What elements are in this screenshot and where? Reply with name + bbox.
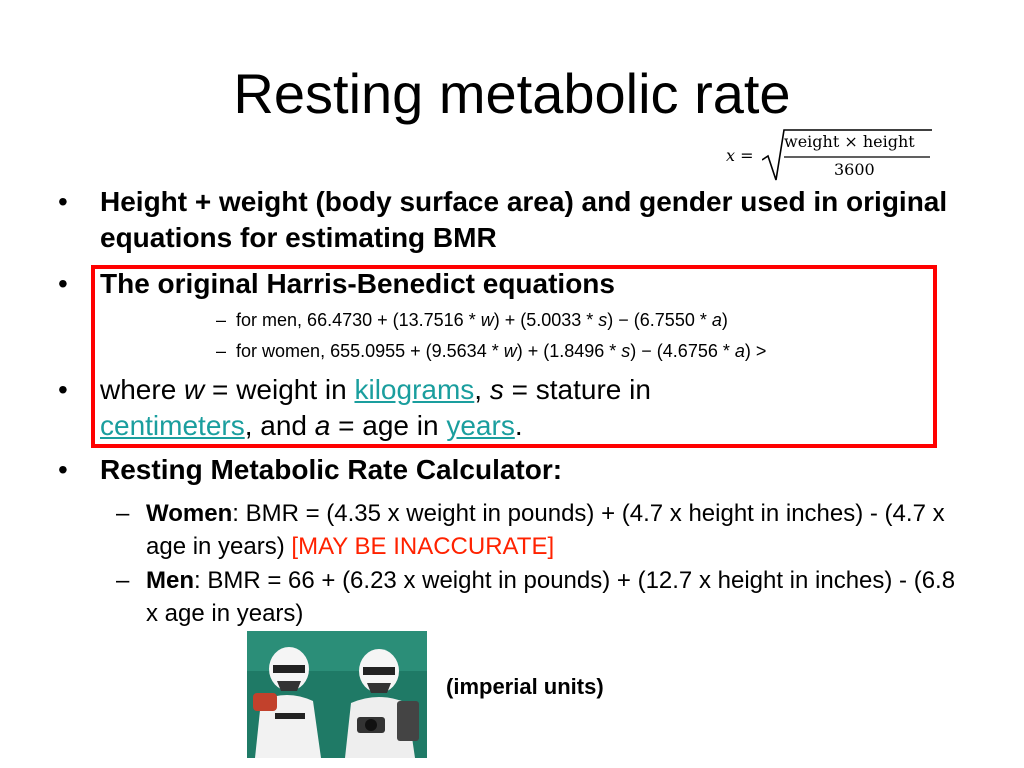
dash-marker: – [116,500,130,527]
equation-text: ) [721,310,728,330]
var-s: s [598,310,608,330]
bmi-formula: x = weight × height 3600 [724,126,934,182]
formula-men: Men: BMR = 66 + (6.23 x weight in pounds… [146,564,956,630]
formula-lhs: x = [726,146,754,165]
var-a: a [314,410,331,441]
text: = age in [330,410,447,441]
kilograms-link[interactable]: kilograms [354,374,475,405]
bullet-marker: • [58,374,68,405]
var-w: w [480,310,494,330]
equation-text: for men, 66.4730 + (13.7516 * [236,310,481,330]
equation-text: ) + (5.0033 * [493,310,599,330]
text: : BMR = 66 + (6.23 x weight in pounds) +… [146,567,956,627]
dash-marker: – [216,341,227,361]
formula-women: Women: BMR = (4.35 x weight in pounds) +… [146,497,956,563]
var-a: a [711,310,722,330]
formula-numerator: weight × height [784,132,915,151]
var-a: a [734,341,745,361]
bullet-marker: • [58,454,68,485]
var-s: s [621,341,631,361]
radical-sign-icon [762,129,932,181]
equation-women: – for women, 655.0955 + (9.5634 * w) + (… [216,336,766,366]
bullet-marker: • [58,268,68,299]
formula-denominator: 3600 [834,160,875,179]
warning-text: [MAY BE INACCURATE] [291,533,555,560]
text: where [100,374,185,405]
text: : BMR = (4.35 x weight in pounds) + (4.7… [146,500,945,560]
var-s: s [489,374,504,405]
bullet-marker: • [58,186,68,217]
equation-men: – for men, 66.4730 + (13.7516 * w) + (5.… [216,305,728,335]
highlight-box [91,265,937,448]
equation-text: ) − (6.7550 * [607,310,712,330]
slide-title: Resting metabolic rate [233,62,791,125]
dash-marker: – [116,567,130,594]
equation-text: ) − (4.6756 * [630,341,735,361]
equation-text: for women, 655.0955 + (9.5634 * [236,341,504,361]
label-women: Women [146,500,233,527]
var-w: w [184,374,205,405]
text: , and [244,410,315,441]
bullet-harris-benedict: The original Harris-Benedict equations [100,268,615,299]
years-link[interactable]: years [446,410,515,441]
text: = stature in [503,374,651,405]
stormtroopers-photo [247,631,427,758]
equation-text: ) > [744,341,767,361]
label-men: Men [146,567,194,594]
imperial-units-caption: (imperial units) [446,674,604,699]
var-w: w [503,341,517,361]
centimeters-link[interactable]: centimeters [100,410,245,441]
text: , [474,374,490,405]
bullet-variables: where w = weight in kilograms, s = statu… [100,372,980,444]
text: = weight in [204,374,355,405]
equation-text: ) + (1.8496 * [516,341,622,361]
bullet-bsa: Height + weight (body surface area) and … [100,186,948,253]
dash-marker: – [216,310,227,330]
bullet-calculator: Resting Metabolic Rate Calculator: [100,454,563,485]
text: . [514,410,523,441]
